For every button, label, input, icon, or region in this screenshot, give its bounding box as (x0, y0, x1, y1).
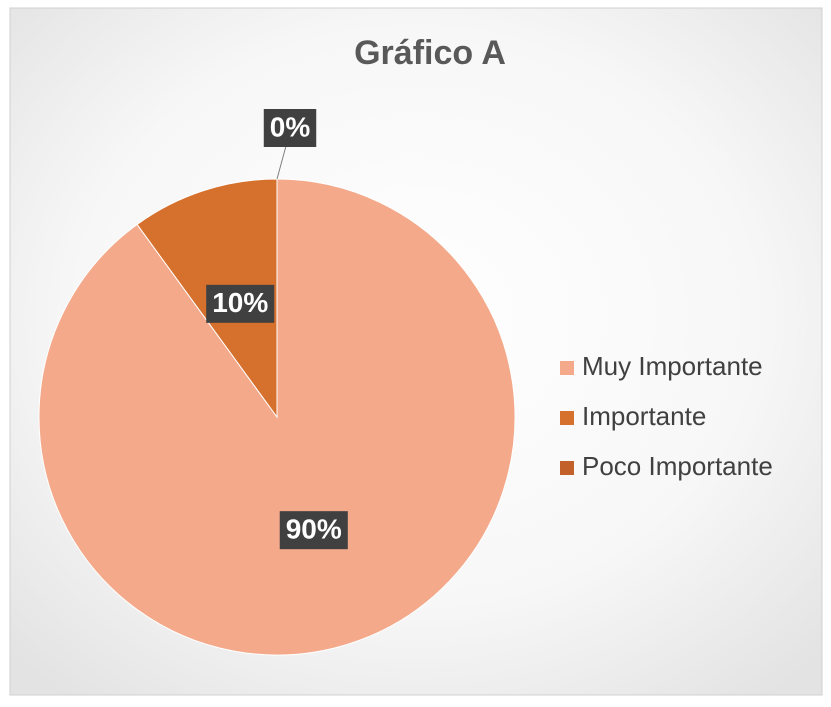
data-label-text: 0% (270, 111, 311, 142)
legend-label: Poco Importante (582, 451, 773, 481)
data-label-box (206, 284, 275, 323)
data-label: 0% (263, 109, 317, 147)
data-label-text: 10% (212, 287, 268, 318)
leader-line (276, 145, 287, 180)
legend-label: Importante (582, 401, 706, 431)
legend-swatch (560, 461, 574, 475)
data-label: 90% (279, 511, 348, 550)
data-label-box (263, 109, 317, 147)
legend-swatch (560, 361, 574, 375)
legend-label: Muy Importante (582, 351, 763, 381)
data-label-text: 90% (286, 514, 342, 545)
legend-swatch (560, 411, 574, 425)
data-label: 10% (206, 284, 275, 323)
data-label-box (279, 511, 348, 550)
chart-title: Gráfico A (354, 34, 506, 72)
